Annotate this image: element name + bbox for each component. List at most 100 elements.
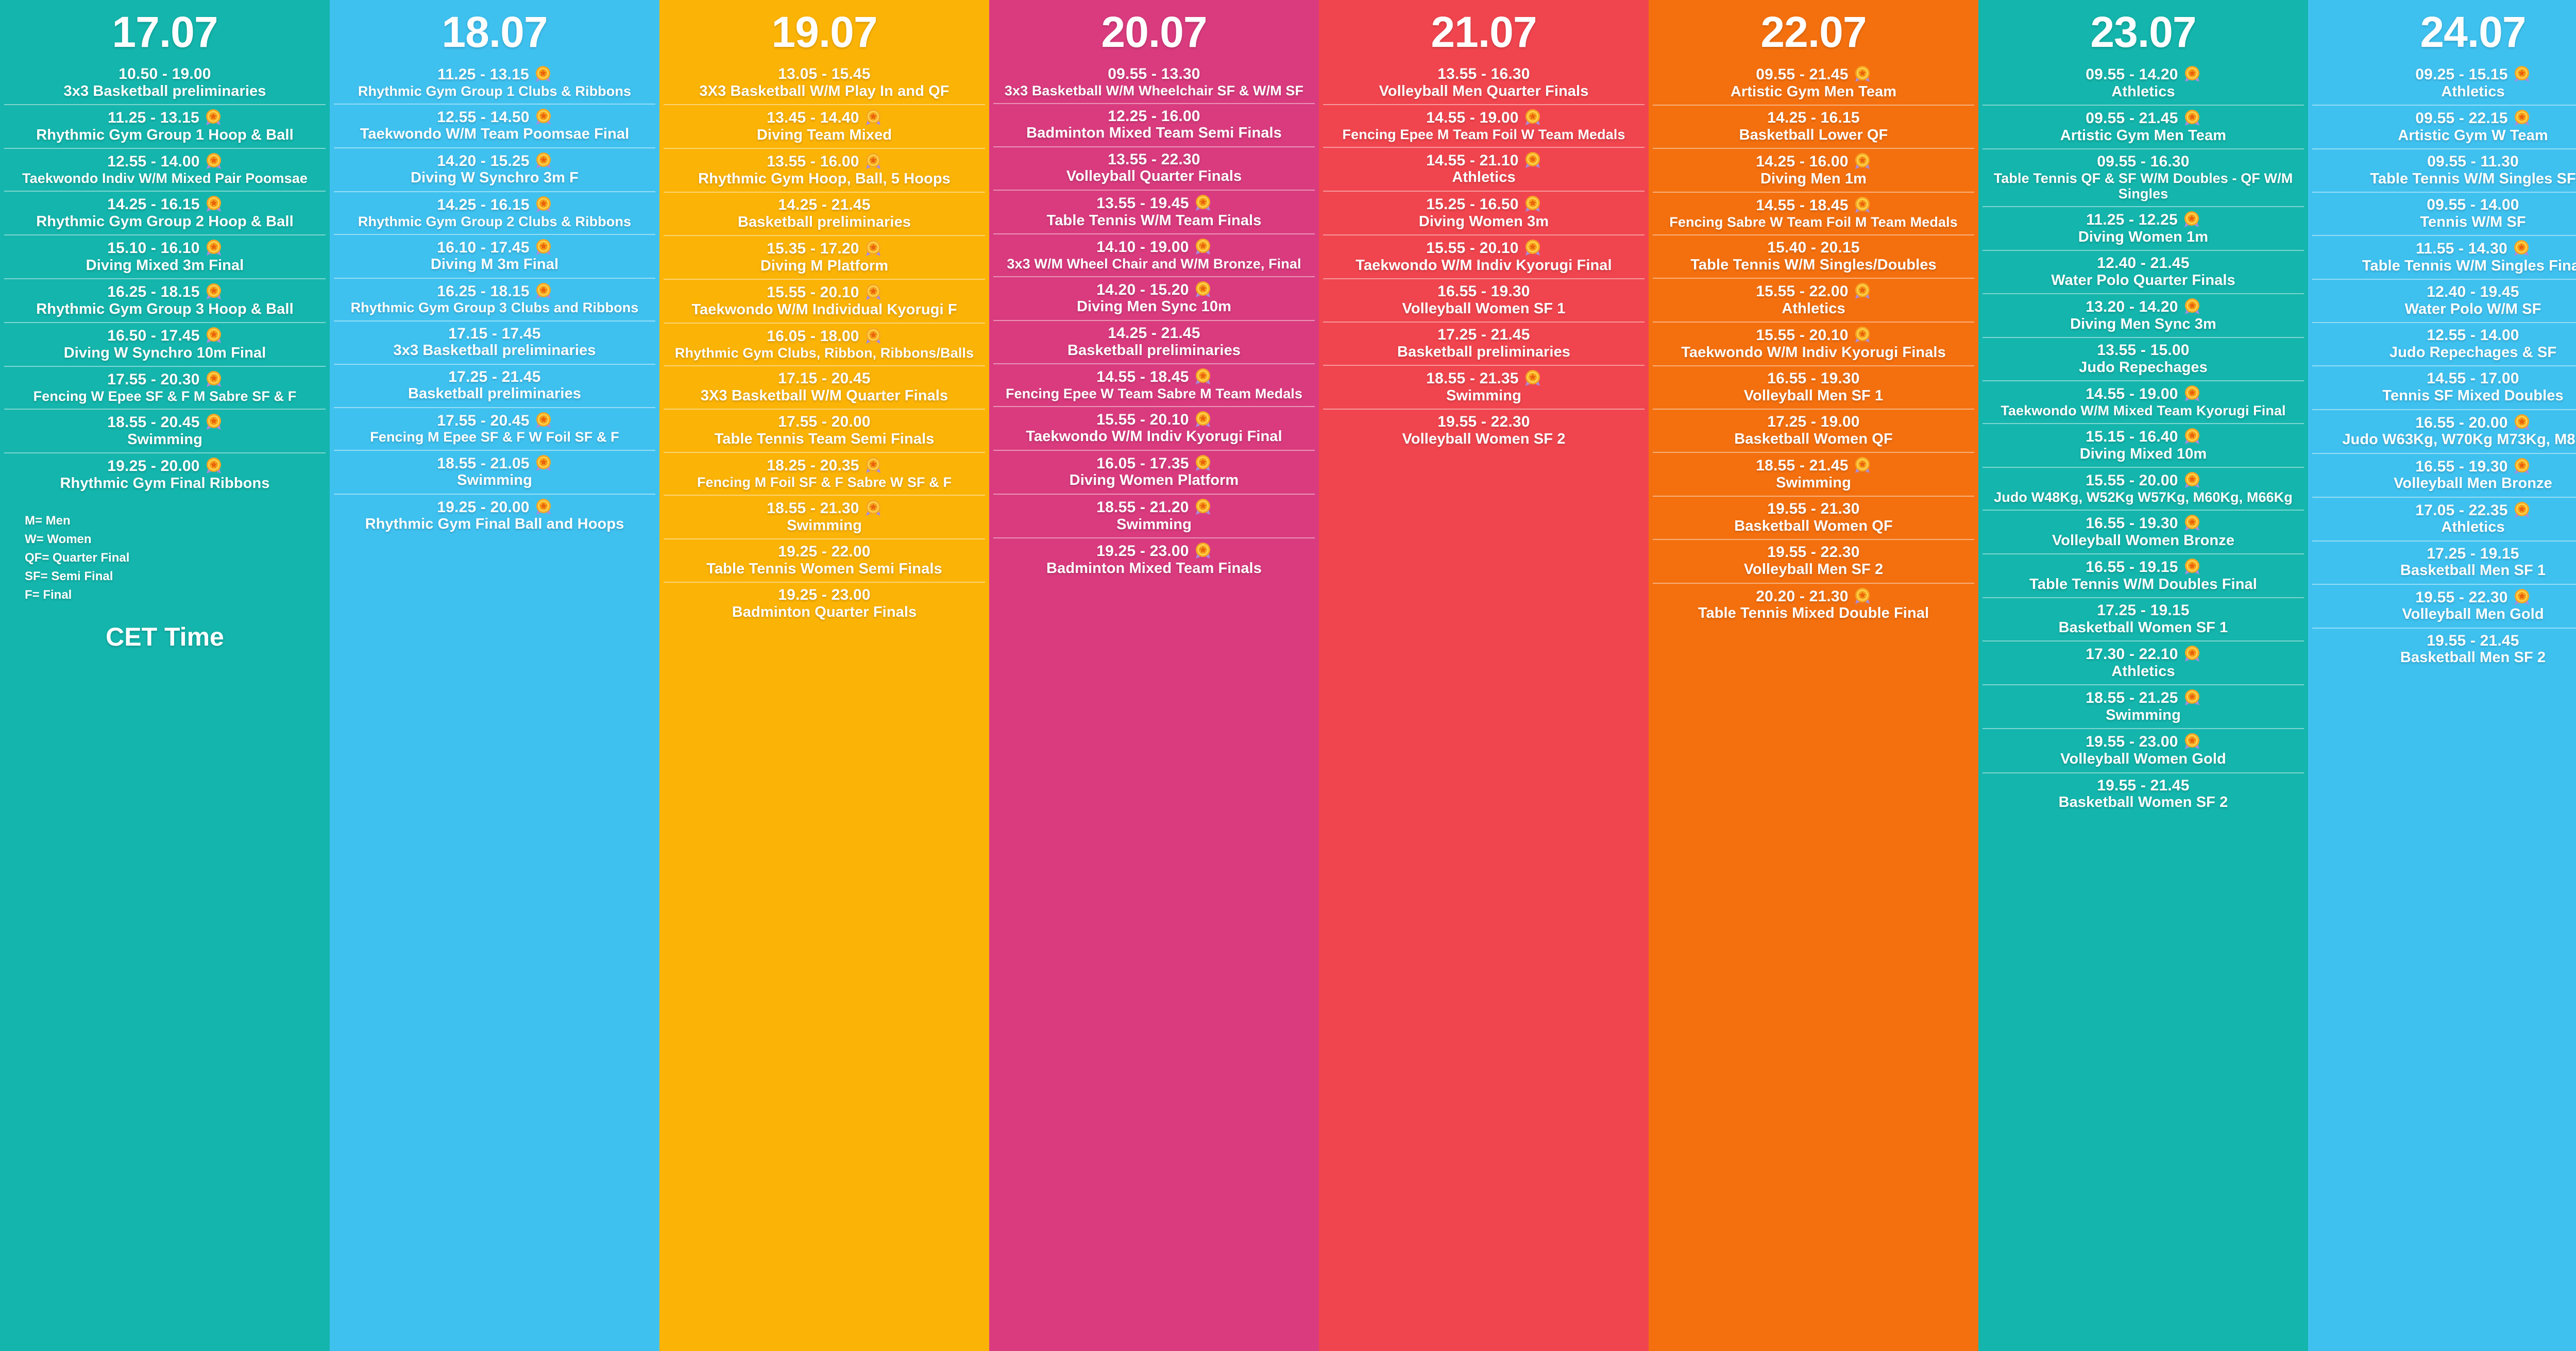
event-item[interactable]: 14.25 - 16.15 Rhythmic Gym Group 2 Hoop …	[4, 190, 326, 234]
event-item[interactable]: 13.55 - 19.45 Table Tennis W/M Team Fina…	[993, 189, 1315, 233]
event-item[interactable]: 19.55 - 23.00 Volleyball Women Gold	[1982, 728, 2304, 772]
event-item[interactable]: 09.55 - 22.15 Artistic Gym W Team	[2312, 105, 2576, 148]
event-item[interactable]: 15.10 - 16.10 Diving Mixed 3m Final	[4, 234, 326, 278]
event-item[interactable]: 12.55 - 14.00 Judo Repechages & SF	[2312, 322, 2576, 365]
event-item[interactable]: 14.55 - 19.00 Fencing Epee M Team Foil W…	[1323, 104, 1645, 147]
event-item[interactable]: 17.30 - 22.10 Athletics	[1982, 640, 2304, 684]
event-item[interactable]: 19.55 - 21.45 Basketball Men SF 2	[2312, 627, 2576, 671]
event-item[interactable]: 14.25 - 16.15 Basketball Lower QF	[1653, 105, 1974, 148]
event-item[interactable]: 14.55 - 19.00 Taekwondo W/M Mixed Team K…	[1982, 380, 2304, 423]
event-item[interactable]: 12.40 - 21.45 Water Polo Quarter Finals	[1982, 250, 2304, 293]
event-item[interactable]: 15.35 - 17.20 Diving M Platform	[664, 235, 985, 279]
event-item[interactable]: 14.20 - 15.20 Diving Men Sync 10m	[993, 276, 1315, 320]
event-item[interactable]: 09.55 - 21.45 Artistic Gym Men Team	[1653, 62, 1974, 105]
event-item[interactable]: 18.55 - 21.30 Swimming	[664, 495, 985, 538]
event-item[interactable]: 17.25 - 21.45 Basketball preliminaries	[1323, 322, 1645, 365]
event-item[interactable]: 13.05 - 15.45 3X3 Basketball W/M Play In …	[664, 62, 985, 104]
event-item[interactable]: 16.55 - 19.30 Volleyball Women SF 1	[1323, 278, 1645, 322]
event-item[interactable]: 17.55 - 20.45 Fencing M Epee SF & F W Fo…	[334, 407, 655, 450]
event-item[interactable]: 16.50 - 17.45 Diving W Synchro 10m Final	[4, 322, 326, 366]
event-item[interactable]: 19.55 - 22.30 Volleyball Men SF 2	[1653, 539, 1974, 582]
event-item[interactable]: 16.25 - 18.15 Rhythmic Gym Group 3 Clubs…	[334, 277, 655, 320]
event-item[interactable]: 18.55 - 21.45 Swimming	[1653, 452, 1974, 496]
event-item[interactable]: 15.55 - 20.10 Taekwondo W/M Individual K…	[664, 279, 985, 323]
event-item[interactable]: 09.55 - 14.00 Tennis W/M SF	[2312, 192, 2576, 235]
event-item[interactable]: 16.05 - 18.00 Rhythmic Gym Clubs, Ribbon…	[664, 323, 985, 365]
event-item[interactable]: 15.55 - 20.10 Taekwondo W/M Indiv Kyorug…	[993, 406, 1315, 450]
event-item[interactable]: 15.55 - 20.00 Judo W48Kg, W52Kg W57Kg, M…	[1982, 467, 2304, 510]
event-item[interactable]: 15.15 - 16.40 Diving Mixed 10m	[1982, 423, 2304, 467]
event-item[interactable]: 11.25 - 12.25 Diving Women 1m	[1982, 206, 2304, 250]
event-item[interactable]: 17.25 - 19.15 Basketball Women SF 1	[1982, 597, 2304, 640]
event-item[interactable]: 17.25 - 21.45 Basketball preliminaries	[334, 363, 655, 407]
event-item[interactable]: 13.20 - 14.20 Diving Men Sync 3m	[1982, 293, 2304, 337]
event-item[interactable]: 09.55 - 11.30 Table Tennis W/M Singles SF	[2312, 148, 2576, 192]
event-item[interactable]: 15.25 - 16.50 Diving Women 3m	[1323, 190, 1645, 234]
event-item[interactable]: 17.15 - 17.45 3x3 Basketball preliminarie…	[334, 320, 655, 364]
event-item[interactable]: 18.55 - 21.20 Swimming	[993, 493, 1315, 537]
event-item[interactable]: 14.20 - 15.25 Diving W Synchro 3m F	[334, 147, 655, 191]
event-item[interactable]: 15.55 - 22.00 Athletics	[1653, 278, 1974, 322]
event-item[interactable]: 14.25 - 21.45 Basketball preliminaries	[993, 319, 1315, 363]
event-item[interactable]: 11.25 - 13.15 Rhythmic Gym Group 1 Clubs…	[334, 62, 655, 104]
event-item[interactable]: 18.25 - 20.35 Fencing M Foil SF & F Sabr…	[664, 452, 985, 495]
event-item[interactable]: 14.55 - 18.45 Fencing Sabre W Team Foil …	[1653, 192, 1974, 234]
event-item[interactable]: 16.10 - 17.45 Diving M 3m Final	[334, 233, 655, 278]
event-item[interactable]: 09.55 - 16.30 Table Tennis QF & SF W/M Do…	[1982, 148, 2304, 206]
event-item[interactable]: 16.05 - 17.35 Diving Women Platform	[993, 449, 1315, 494]
event-item[interactable]: 14.25 - 16.15 Rhythmic Gym Group 2 Clubs…	[334, 191, 655, 234]
event-item[interactable]: 15.55 - 20.10 Taekwondo W/M Indiv Kyorug…	[1323, 234, 1645, 278]
event-item[interactable]: 15.40 - 20.15 Table Tennis W/M Singles/Do…	[1653, 234, 1974, 278]
event-item[interactable]: 18.55 - 21.25 Swimming	[1982, 684, 2304, 728]
event-item[interactable]: 10.50 - 19.00 3x3 Basketball preliminarie…	[4, 62, 326, 104]
event-item[interactable]: 19.55 - 21.45 Basketball Women SF 2	[1982, 772, 2304, 816]
event-item[interactable]: 12.40 - 19.45 Water Polo W/M SF	[2312, 279, 2576, 322]
event-item[interactable]: 09.55 - 14.20 Athletics	[1982, 62, 2304, 105]
event-item[interactable]: 19.25 - 20.00 Rhythmic Gym Final Ball an…	[334, 493, 655, 537]
event-item[interactable]: 19.55 - 22.30 Volleyball Women SF 2	[1323, 409, 1645, 452]
event-item[interactable]: 19.55 - 21.30 Basketball Women QF	[1653, 496, 1974, 539]
event-item[interactable]: 16.55 - 19.30 Volleyball Men Bronze	[2312, 452, 2576, 497]
event-item[interactable]: 16.55 - 19.30 Volleyball Women Bronze	[1982, 510, 2304, 553]
event-item[interactable]: 17.55 - 20.30 Fencing W Epee SF & F M Sa…	[4, 366, 326, 409]
event-item[interactable]: 09.55 - 21.45 Artistic Gym Men Team	[1982, 105, 2304, 148]
event-item[interactable]: 16.55 - 19.15 Table Tennis W/M Doubles F…	[1982, 553, 2304, 597]
event-item[interactable]: 19.25 - 23.00 Badminton Quarter Finals	[664, 582, 985, 625]
event-item[interactable]: 09.55 - 13.30 3x3 Basketball W/M Wheelcha…	[993, 62, 1315, 103]
event-item[interactable]: 12.55 - 14.00 Taekwondo Indiv W/M Mixed …	[4, 148, 326, 191]
event-item[interactable]: 14.55 - 17.00 Tennis SF Mixed Doubles	[2312, 365, 2576, 409]
event-item[interactable]: 12.55 - 14.50 Taekwondo W/M Team Poomsae…	[334, 103, 655, 147]
event-item[interactable]: 19.25 - 23.00 Badminton Mixed Team Final…	[993, 537, 1315, 581]
event-item[interactable]: 19.55 - 22.30 Volleyball Men Gold	[2312, 583, 2576, 628]
event-item[interactable]: 17.55 - 20.00 Table Tennis Team Semi Fina…	[664, 409, 985, 452]
event-item[interactable]: 13.45 - 14.40 Diving Team Mixed	[664, 104, 985, 148]
event-item[interactable]: 17.05 - 22.35 Athletics	[2312, 496, 2576, 541]
event-item[interactable]: 17.25 - 19.15 Basketball Men SF 1	[2312, 540, 2576, 584]
event-item[interactable]: 14.55 - 18.45 Fencing Epee W Team Sabre …	[993, 363, 1315, 406]
event-item[interactable]: 19.25 - 20.00 Rhythmic Gym Final Ribbons	[4, 452, 326, 496]
event-item[interactable]: 14.25 - 21.45 Basketball preliminaries	[664, 192, 985, 235]
event-item[interactable]: 09.25 - 15.15 Athletics	[2312, 62, 2576, 105]
event-item[interactable]: 13.55 - 22.30 Volleyball Quarter Finals	[993, 146, 1315, 190]
event-item[interactable]: 20.20 - 21.30 Table Tennis Mixed Double …	[1653, 582, 1974, 627]
event-item[interactable]: 16.55 - 19.30 Volleyball Men SF 1	[1653, 365, 1974, 409]
event-item[interactable]: 13.55 - 16.30 Volleyball Men Quarter Fina…	[1323, 62, 1645, 104]
event-time: 14.20 - 15.20	[995, 281, 1313, 299]
event-item[interactable]: 19.25 - 22.00 Table Tennis Women Semi Fin…	[664, 538, 985, 582]
event-item[interactable]: 18.55 - 20.45 Swimming	[4, 409, 326, 452]
event-item[interactable]: 14.10 - 19.00 3x3 W/M Wheel Chair and W/…	[993, 233, 1315, 276]
event-item[interactable]: 17.25 - 19.00 Basketball Women QF	[1653, 409, 1974, 452]
event-item[interactable]: 11.55 - 14.30 Table Tennis W/M Singles F…	[2312, 235, 2576, 279]
event-item[interactable]: 18.55 - 21.35 Swimming	[1323, 365, 1645, 409]
event-item[interactable]: 17.15 - 20.45 3X3 Basketball W/M Quarter …	[664, 365, 985, 409]
event-item[interactable]: 11.25 - 13.15 Rhythmic Gym Group 1 Hoop …	[4, 104, 326, 148]
event-item[interactable]: 14.25 - 16.00 Diving Men 1m	[1653, 148, 1974, 192]
event-item[interactable]: 16.55 - 20.00 Judo W63Kg, W70Kg M73Kg, M…	[2312, 409, 2576, 453]
event-item[interactable]: 18.55 - 21.05 Swimming	[334, 449, 655, 494]
event-item[interactable]: 12.25 - 16.00 Badminton Mixed Team Semi F…	[993, 103, 1315, 146]
event-item[interactable]: 16.25 - 18.15 Rhythmic Gym Group 3 Hoop …	[4, 278, 326, 322]
event-item[interactable]: 13.55 - 16.00 Rhythmic Gym Hoop, Ball, 5…	[664, 148, 985, 192]
event-item[interactable]: 13.55 - 15.00 Judo Repechages	[1982, 337, 2304, 380]
event-item[interactable]: 15.55 - 20.10 Taekwondo W/M Indiv Kyorug…	[1653, 322, 1974, 365]
event-item[interactable]: 14.55 - 21.10 Athletics	[1323, 146, 1645, 191]
